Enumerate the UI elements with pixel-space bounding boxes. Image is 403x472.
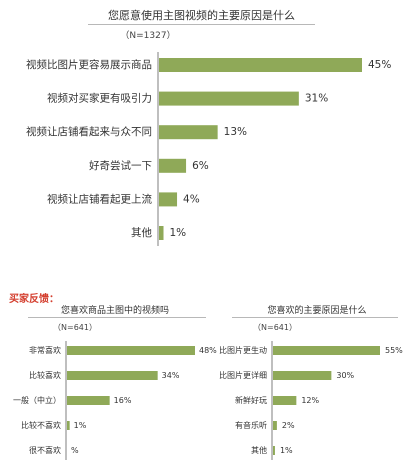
chart-1-value-label: 13% [224,126,247,138]
chart-3-category-label: 比图片更详细 [219,370,267,380]
chart-2-value-label: 1% [74,421,87,430]
section-label: 买家反馈： [9,294,59,305]
chart-1-value-label: 45% [368,59,391,71]
chart-1-category-label: 好奇尝试一下 [89,159,152,172]
chart-1-bar [159,125,218,140]
chart-3-category-label: 其他 [251,445,267,455]
chart-1-category-label: 视频比图片更容易展示商品 [26,58,152,71]
chart-2-category-label: 一般（中立） [13,395,61,405]
chart-2-value-label: 16% [114,396,132,405]
chart-3-bar [273,371,332,380]
chart-1-value-label: 31% [305,93,328,105]
chart-1-title-rule [88,24,315,25]
chart-3-plot: 比图片更生动 55% 比图片更详细 30% 新鲜好玩 12% 有音乐听 2% 其他 1% [219,341,403,460]
chart-3-category-label: 新鲜好玩 [235,395,267,405]
chart-1-bar [159,192,178,207]
chart-1-subtitle: （N=1327） [120,31,176,41]
chart-2-category-label: 比较喜欢 [29,370,61,380]
chart-3-value-label: 55% [385,346,403,355]
chart-1-category-label: 其他 [131,226,152,239]
chart-3-category-label: 有音乐听 [235,420,267,430]
chart-1-category-label: 视频让店铺看起来与众不同 [26,125,152,138]
chart-2-plot: 非常喜欢 48% 比较喜欢 34% 一般（中立） 16% 比较不喜欢 1% 很不喜欢% [13,341,217,460]
chart-3-subtitle: （N=641） [253,323,297,332]
chart-3-value-label: 12% [301,396,319,405]
chart-1-bar [159,91,299,106]
chart-2-bar [67,371,158,380]
chart-1-bar [159,158,187,173]
chart-2-category-label: 很不喜欢 [29,445,61,455]
chart-2-value-label: 48% [199,346,217,355]
chart-1-category-label: 视频让店铺看起更上流 [47,192,152,205]
chart-3-bar [273,396,297,405]
chart-2-value-label: % [71,446,79,455]
chart-2-bar [67,396,110,405]
chart-1-bar [159,58,362,72]
chart-2-category-label: 非常喜欢 [29,345,61,355]
chart-1-bar [159,226,164,240]
chart-3-title-rule [232,317,398,318]
chart-3-bar [273,421,277,430]
chart-3-category-label: 比图片更生动 [219,345,267,355]
chart-3-title: 您喜欢的主要原因是什么 [267,306,367,316]
chart-1-value-label: 1% [170,227,187,239]
chart-3-bar [273,346,380,355]
chart-2-value-label: 34% [162,371,180,380]
chart-3-bar [273,446,275,455]
chart-2-title: 您喜欢商品主图中的视频吗 [60,306,169,316]
chart-1-value-label: 6% [192,160,209,172]
chart-2-title-rule [28,317,206,318]
chart-1-plot: 视频比图片更容易展示商品 45% 视频对买家更有吸引力 31% 视频让店铺看起来与众不同… [26,52,391,246]
chart-3-value-label: 30% [336,371,354,380]
chart-1-title: 您愿意使用主图视频的主要原因是什么 [108,9,295,22]
chart-2-subtitle: （N=641） [53,323,97,332]
chart-1-category-label: 视频对买家更有吸引力 [47,92,152,105]
chart-2-bar [67,421,70,430]
chart-3-value-label: 1% [280,446,293,455]
chart-2-bar [67,346,195,355]
chart-1-value-label: 4% [183,193,200,205]
chart-3-value-label: 2% [282,421,295,430]
chart-2-category-label: 比较不喜欢 [21,420,61,430]
